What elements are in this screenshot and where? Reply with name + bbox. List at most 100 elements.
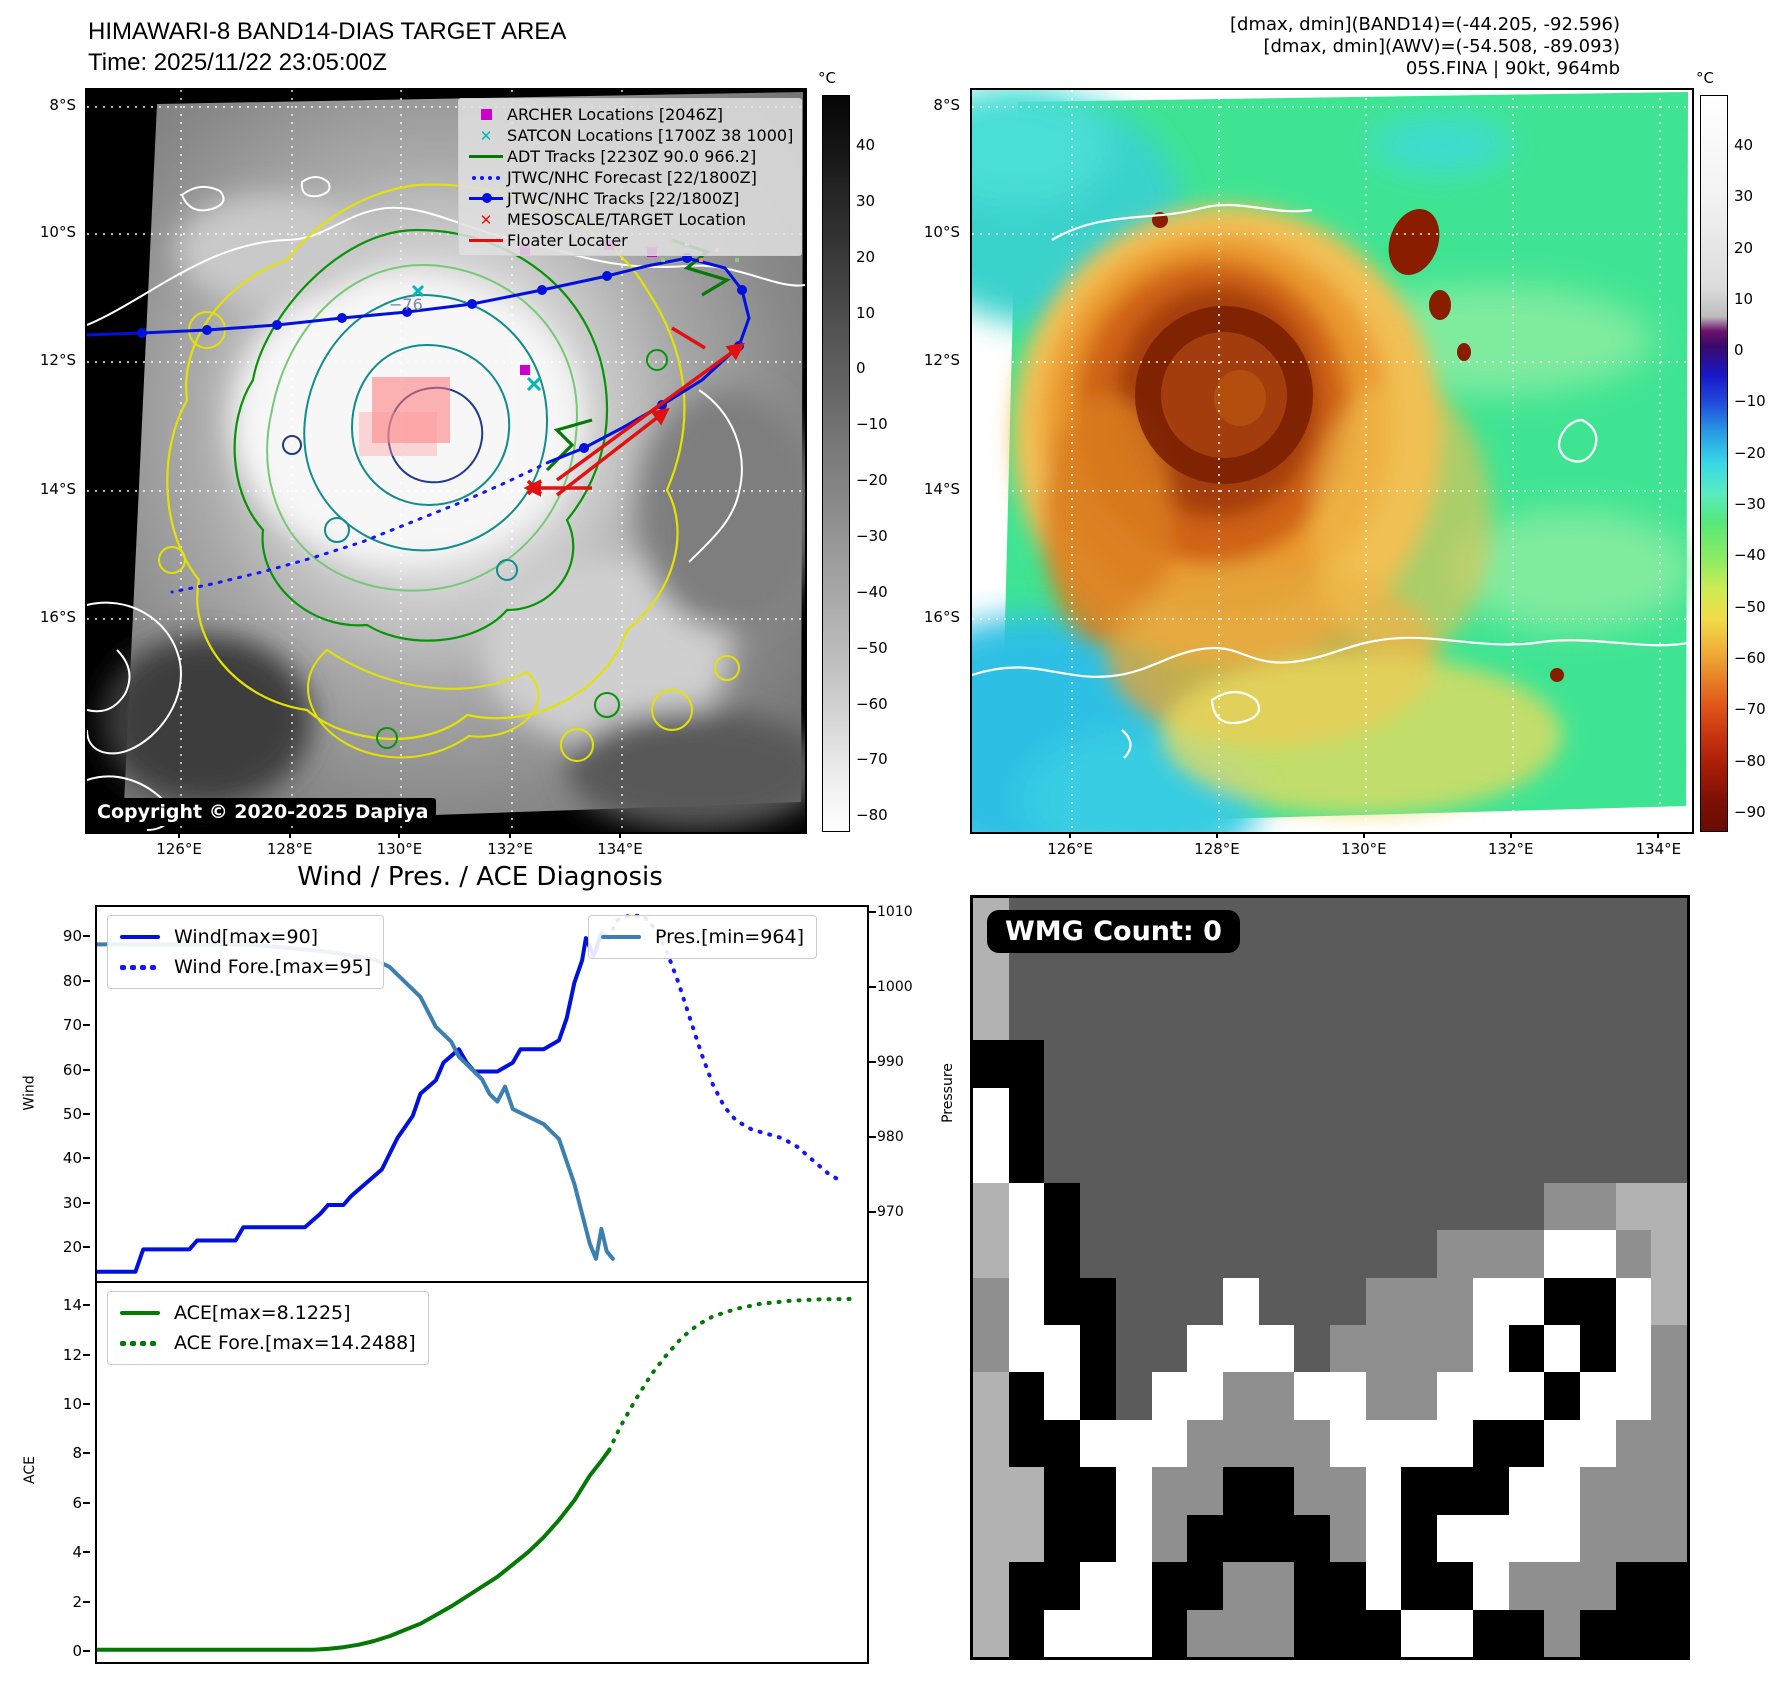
awv-map-graphic [972, 90, 1692, 832]
wmg-cell [1330, 898, 1366, 946]
wmg-cell [1365, 945, 1402, 993]
lon-tick-label: 126°E [1047, 840, 1093, 858]
wmg-cell [1437, 1040, 1473, 1088]
wmg-cell [1222, 1040, 1259, 1088]
wmg-cell [1294, 1372, 1330, 1420]
wmg-cell [1579, 1514, 1616, 1563]
wmg-cell [1472, 1609, 1509, 1657]
wmg-cell [1294, 1040, 1330, 1088]
wmg-cell [1544, 992, 1580, 1041]
wmg-cell [1294, 1324, 1330, 1373]
colorbar-tick-label: 30 [856, 191, 876, 210]
wmg-cell [1151, 945, 1188, 993]
wmg-cell [1044, 1087, 1081, 1136]
wmg-cell [1187, 1419, 1223, 1468]
wmg-cell [1401, 1324, 1438, 1373]
tick-mark [83, 1157, 90, 1160]
tick-mark [83, 1600, 90, 1603]
awv-colorbar: °C 40 30 20 10 0 −10 −20 −30 −40 −50 −60 −70 −80 −90 [1696, 69, 1766, 832]
colorbar-tick-label: −20 [856, 471, 888, 490]
wmg-cell [973, 1562, 1009, 1610]
wmg-cell [1187, 1609, 1223, 1657]
map-legend-item: ADT Tracks [2230Z 90.0 966.2] [465, 146, 795, 167]
colorbar-tick-label: −70 [856, 750, 888, 769]
wmg-cell [1472, 898, 1509, 946]
jtwc-track-line [87, 253, 751, 594]
wmg-cell [1258, 1277, 1295, 1325]
wmg-cell [1437, 1135, 1473, 1183]
wmg-cell [1579, 1562, 1616, 1610]
wmg-cell [1579, 1182, 1616, 1231]
wmg-cell [1365, 1182, 1402, 1231]
map-legend-label: ARCHER Locations [2046Z] [507, 105, 724, 124]
tick-mark [1069, 832, 1072, 838]
colorbar-tick-label: 0 [1734, 341, 1744, 360]
ace-series [95, 1297, 854, 1652]
wmg-cell [1401, 1609, 1438, 1657]
wmg-cell [1151, 1419, 1188, 1468]
wmg-cell [1294, 945, 1330, 993]
dmax-dmin-awv: [dmax, dmin](AWV)=(-54.508, -89.093) [1263, 36, 1620, 57]
wmg-cell [973, 1372, 1009, 1420]
wmg-cell [973, 1467, 1009, 1515]
axis-tick-label: 50 [62, 1105, 82, 1123]
wmg-cell [1401, 1562, 1438, 1610]
wmg-cell [1080, 1324, 1116, 1373]
wmg-cell [1080, 1419, 1116, 1468]
map-legend-label: SATCON Locations [1700Z 38 1000] [507, 126, 794, 145]
wmg-cell [1222, 1562, 1259, 1610]
wmg-cell [1330, 1182, 1366, 1231]
tick-mark [1657, 832, 1660, 838]
wmg-cell [1080, 1135, 1116, 1183]
wmg-cell [1437, 945, 1473, 993]
floater-locater-lines [523, 326, 745, 497]
tick-mark [509, 832, 512, 838]
axis-tick-label: 20 [62, 1238, 82, 1257]
wmg-cell [1544, 1467, 1580, 1515]
chart-legend-item: ACE Fore.[max=14.2488] [120, 1328, 416, 1358]
wmg-cell [1080, 1467, 1116, 1515]
wmg-cell [1615, 1182, 1652, 1231]
wmg-cell [1294, 1230, 1330, 1278]
colorbar-tick-label: 20 [856, 247, 876, 266]
wmg-cell [1187, 1562, 1223, 1610]
wmg-cell [1579, 1135, 1616, 1183]
wmg-cell [1115, 1372, 1152, 1420]
series-ace-max-8-1225- [95, 1448, 612, 1652]
band14-colorbar: °C 40 30 20 10 0 −10 −20 −30 −40 −50 −60 −70 −80 [818, 69, 888, 832]
wmg-cell [1294, 1135, 1330, 1183]
colorbar-tick-label: −60 [856, 694, 888, 713]
wmg-cell [1544, 898, 1580, 946]
wmg-cell [1115, 1514, 1152, 1563]
lon-tick-label: 132°E [1487, 840, 1534, 858]
colorbar-tick-label: 40 [1734, 135, 1754, 154]
wmg-cell [1187, 992, 1223, 1041]
wmg-cell [1472, 1230, 1509, 1278]
wmg-cell [1651, 992, 1687, 1041]
colorbar-tick-label: −20 [1734, 443, 1766, 462]
copyright-label: Copyright © 2020-2025 Dapiya [89, 798, 437, 826]
wmg-cell [1222, 1135, 1259, 1183]
grayscale-gradient [823, 96, 849, 831]
wmg-cell [1365, 1040, 1402, 1088]
lat-tick-label: 8°S [933, 96, 960, 115]
chart-legend-label: Pres.[min=964] [655, 926, 804, 948]
colorbar-tick-label: 0 [856, 359, 866, 378]
wmg-cell [1044, 1182, 1081, 1231]
wmg-cell [1044, 1467, 1081, 1515]
wmg-cell [1508, 1277, 1545, 1325]
cold-overshoot-spots [1152, 209, 1564, 682]
figure-header-left: HIMAWARI-8 BAND14-DIAS TARGET AREA Time:… [88, 16, 566, 78]
axis-tick-label: 80 [62, 971, 82, 990]
wmg-cell [1472, 1324, 1509, 1373]
line-dot-icon [465, 193, 507, 204]
chart-legend-item: Wind Fore.[max=95] [120, 952, 371, 982]
wmg-cell [1258, 1182, 1295, 1231]
tick-mark [178, 832, 181, 838]
wmg-cell [1437, 1467, 1473, 1515]
wmg-cell [1187, 1514, 1223, 1563]
lon-tick-label: 128°E [1194, 840, 1240, 858]
wmg-cell [1508, 1182, 1545, 1231]
tick-mark [398, 832, 401, 838]
colorbar-tick-label: −50 [856, 638, 888, 657]
